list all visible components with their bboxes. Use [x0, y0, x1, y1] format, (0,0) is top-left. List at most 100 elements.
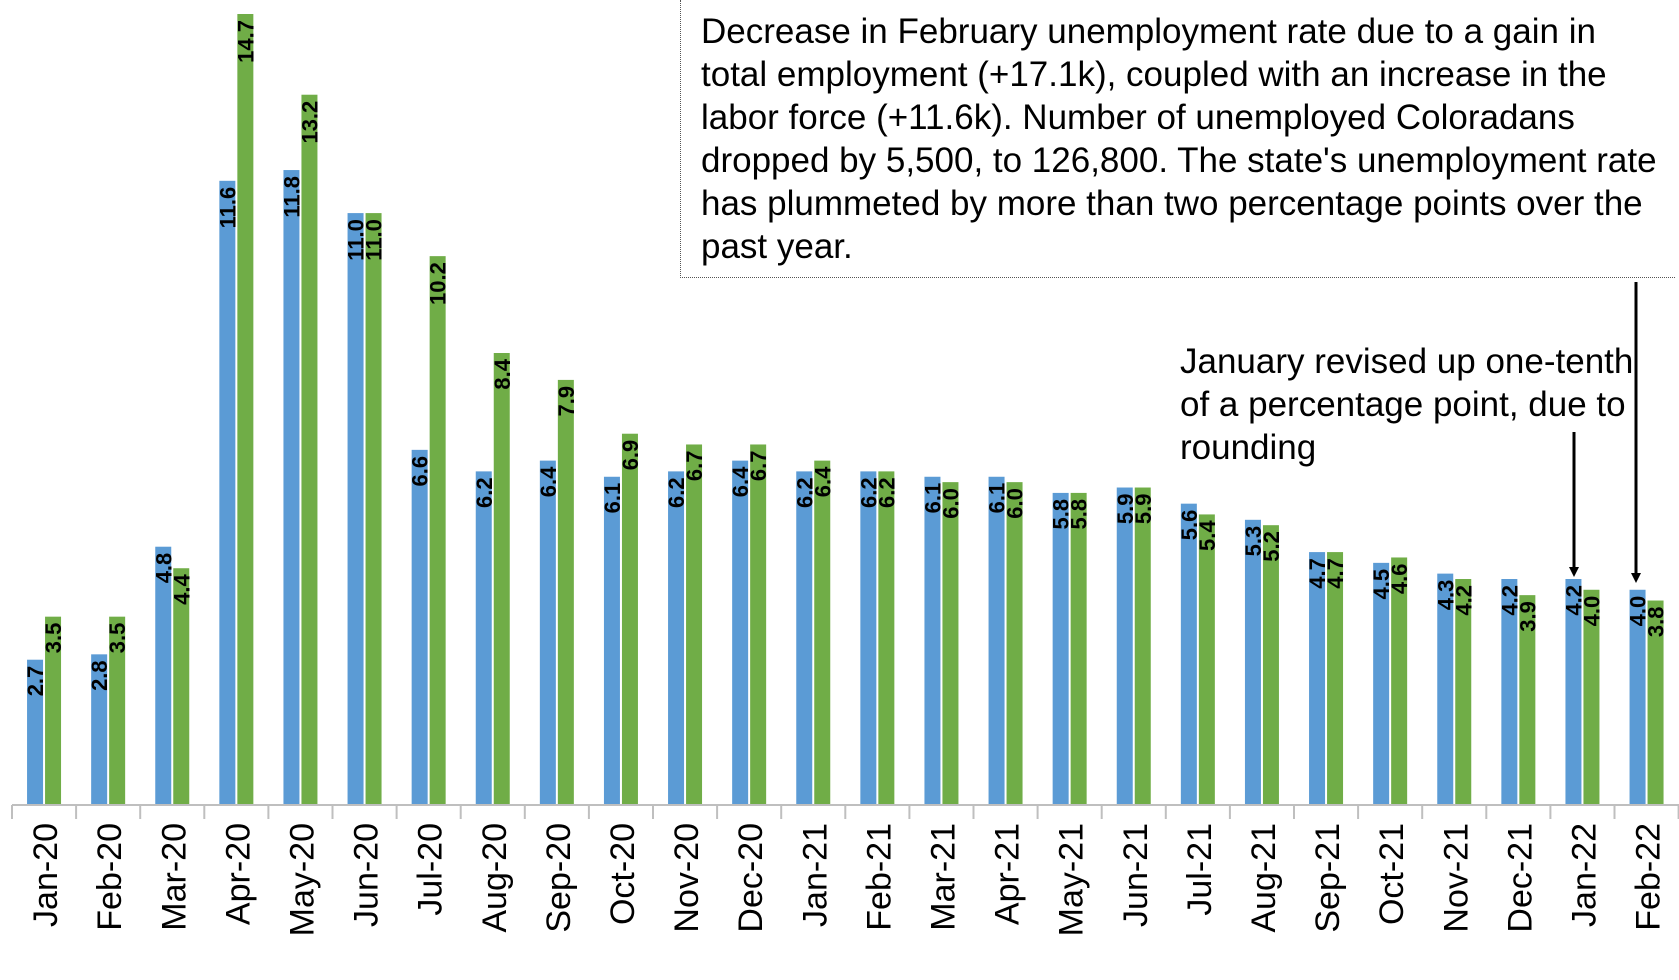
data-label-series2-jun-20: 11.0	[362, 219, 387, 261]
data-label-series1-aug-21: 5.3	[1241, 526, 1266, 557]
x-tick-label-aug-20: Aug-20	[476, 823, 514, 933]
bar-series1-dec-20	[732, 460, 749, 805]
bar-series2-jan-22	[1583, 589, 1600, 805]
data-label-series1-jan-22: 4.2	[1561, 585, 1586, 616]
bar-series1-sep-20	[539, 460, 556, 805]
data-label-series1-jul-20: 6.6	[408, 456, 433, 487]
data-label-series1-jun-21: 5.9	[1113, 494, 1138, 525]
data-label-series1-sep-21: 4.7	[1305, 558, 1330, 589]
bar-series1-feb-20	[91, 654, 108, 805]
x-tick-label-nov-20: Nov-20	[668, 823, 706, 933]
bar-series2-aug-20	[493, 353, 510, 805]
bar-series2-may-20	[301, 94, 318, 805]
data-label-series2-jan-22: 4.0	[1579, 596, 1604, 627]
data-label-series2-jan-21: 6.4	[810, 466, 835, 497]
x-tick-label-mar-21: Mar-21	[924, 823, 962, 931]
bar-series2-mar-20	[173, 568, 190, 805]
x-tick-label-jul-20: Jul-20	[412, 823, 450, 916]
january-revision-annotation: January revised up one-tenth of a percen…	[1180, 342, 1634, 467]
x-tick-label-apr-21: Apr-21	[989, 823, 1027, 925]
bar-series2-jun-20	[365, 213, 382, 806]
bar-series2-may-21	[1070, 492, 1087, 805]
bar-series2-jan-21	[814, 460, 831, 805]
bar-series2-sep-20	[557, 379, 574, 805]
bar-series1-nov-21	[1437, 573, 1454, 805]
bars	[27, 14, 1664, 806]
data-label-series1-jun-20: 11.0	[344, 219, 369, 261]
bar-series2-feb-20	[109, 616, 126, 805]
bar-series1-may-20	[283, 170, 300, 806]
bar-series2-feb-22	[1647, 600, 1664, 805]
x-tick-label-jun-21: Jun-21	[1117, 823, 1155, 927]
x-tick-label-dec-21: Dec-21	[1501, 823, 1539, 933]
data-label-series2-jul-21: 5.4	[1195, 520, 1220, 551]
data-label-series2-nov-21: 4.2	[1451, 585, 1476, 616]
data-label-series1-dec-21: 4.2	[1497, 585, 1522, 616]
x-tick-label-may-21: May-21	[1053, 823, 1091, 936]
data-label-series2-jan-20: 3.5	[41, 623, 66, 654]
x-tick-label-jul-21: Jul-21	[1181, 823, 1219, 916]
data-label-series1-mar-20: 4.8	[151, 553, 176, 584]
bar-series1-mar-20	[155, 546, 172, 805]
x-tick-label-sep-21: Sep-21	[1309, 823, 1347, 933]
bar-series2-jul-20	[429, 256, 446, 806]
x-tick-label-feb-22: Feb-22	[1630, 823, 1668, 931]
bar-series1-aug-21	[1244, 519, 1261, 805]
bar-series1-sep-21	[1309, 552, 1326, 805]
bar-series2-aug-21	[1262, 525, 1279, 805]
x-tick-label-mar-20: Mar-20	[155, 823, 193, 931]
data-label-series2-nov-20: 6.7	[682, 450, 707, 481]
bar-series2-apr-20	[237, 14, 254, 805]
data-label-series2-may-21: 5.8	[1067, 499, 1092, 530]
data-label-series2-apr-20: 14.7	[233, 20, 258, 63]
data-label-series2-feb-20: 3.5	[105, 623, 130, 654]
data-label-series2-oct-20: 6.9	[618, 440, 643, 471]
x-tick-label-feb-21: Feb-21	[860, 823, 898, 931]
data-label-series2-may-20: 13.2	[297, 101, 322, 144]
data-label-series2-aug-21: 5.2	[1259, 531, 1284, 562]
x-tick-label-nov-21: Nov-21	[1437, 823, 1475, 933]
x-tick-label-sep-20: Sep-20	[540, 823, 578, 933]
data-label-series1-apr-21: 6.1	[985, 483, 1010, 514]
data-label-series2-dec-20: 6.7	[746, 450, 771, 481]
bar-series1-jun-20	[347, 213, 364, 806]
bar-series1-mar-21	[924, 476, 941, 805]
data-label-series1-dec-20: 6.4	[728, 466, 753, 497]
x-tick-label-oct-21: Oct-21	[1373, 823, 1411, 925]
x-tick-label-jun-20: Jun-20	[348, 823, 386, 927]
bar-series2-nov-20	[686, 444, 703, 805]
x-tick-label-oct-20: Oct-20	[604, 823, 642, 925]
data-label-series1-apr-20: 11.6	[215, 187, 240, 229]
data-label-series2-dec-21: 3.9	[1515, 601, 1540, 632]
bar-series2-sep-21	[1327, 552, 1344, 805]
bar-series1-jul-21	[1180, 503, 1197, 805]
bar-series1-oct-21	[1373, 562, 1390, 805]
data-label-series2-feb-21: 6.2	[874, 477, 899, 508]
bar-series2-jan-20	[45, 616, 62, 805]
bar-series1-jun-21	[1116, 487, 1133, 805]
data-label-series1-aug-20: 6.2	[472, 477, 497, 508]
x-tick-label-apr-20: Apr-20	[219, 823, 257, 925]
bar-series1-jan-21	[796, 471, 813, 805]
bar-series2-jul-21	[1198, 514, 1215, 805]
data-label-series2-sep-21: 4.7	[1323, 558, 1348, 589]
data-label-series1-oct-20: 6.1	[600, 483, 625, 514]
data-label-series1-may-21: 5.8	[1049, 499, 1074, 530]
bar-series1-jan-22	[1565, 579, 1582, 805]
data-label-series1-nov-20: 6.2	[664, 477, 689, 508]
bar-series1-feb-21	[860, 471, 877, 805]
x-tick-label-jan-20: Jan-20	[27, 823, 65, 927]
data-label-series2-jun-21: 5.9	[1131, 494, 1156, 525]
data-label-series1-jan-21: 6.2	[792, 477, 817, 508]
bar-series2-dec-20	[750, 444, 767, 805]
x-tick-label-may-20: May-20	[283, 823, 321, 936]
february-annotation-box: Decrease in February unemployment rate d…	[680, 0, 1675, 278]
bar-series2-dec-21	[1519, 595, 1536, 805]
bar-series1-oct-20	[603, 476, 620, 805]
x-tick-label-feb-20: Feb-20	[91, 823, 129, 931]
data-label-series2-feb-22: 3.8	[1644, 607, 1669, 638]
bar-series2-feb-21	[878, 471, 895, 805]
x-tick-label-jan-21: Jan-21	[796, 823, 834, 927]
data-label-series1-may-20: 11.8	[279, 176, 304, 218]
data-label-series2-mar-21: 6.0	[938, 488, 963, 519]
